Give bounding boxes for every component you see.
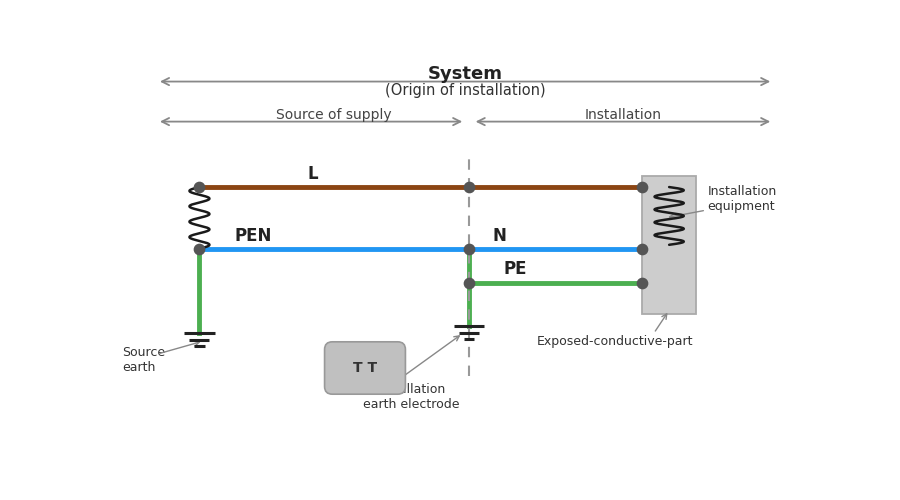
Text: T T: T T	[353, 361, 377, 375]
Text: Installation
earth electrode: Installation earth electrode	[363, 384, 459, 411]
Point	[635, 244, 650, 252]
Text: N: N	[492, 226, 506, 244]
FancyBboxPatch shape	[325, 342, 405, 394]
Point	[462, 183, 476, 191]
Text: Installation: Installation	[584, 108, 662, 122]
Text: Source of supply: Source of supply	[276, 108, 392, 122]
Point	[462, 244, 476, 252]
Text: Source
earth: Source earth	[122, 346, 166, 374]
Text: Installation
equipment: Installation equipment	[707, 184, 777, 212]
Text: PE: PE	[504, 260, 527, 278]
Text: L: L	[307, 165, 318, 183]
Point	[193, 244, 207, 252]
Bar	[643, 176, 696, 314]
Text: System: System	[428, 65, 502, 83]
Point	[635, 280, 650, 287]
Point	[193, 183, 207, 191]
Text: (Origin of installation): (Origin of installation)	[385, 84, 545, 98]
Point	[635, 183, 650, 191]
Text: PEN: PEN	[234, 226, 272, 244]
Text: Exposed-conductive-part: Exposed-conductive-part	[537, 334, 694, 347]
Point	[462, 280, 476, 287]
